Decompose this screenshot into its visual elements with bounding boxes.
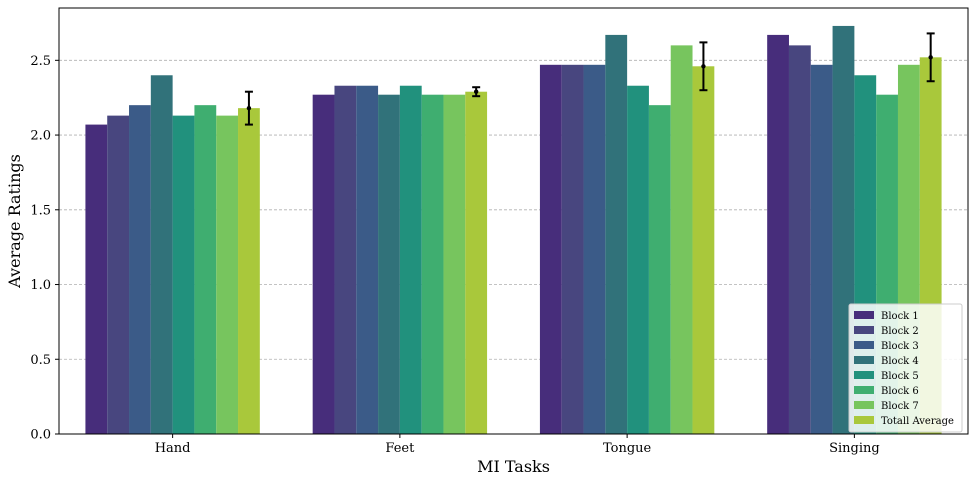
y-tick-label: 2.0 [30,129,51,144]
bar-block-7 [443,94,466,435]
legend-label: Block 5 [881,371,919,382]
bar-block-2 [334,85,357,434]
bar-block-1 [312,94,335,435]
legend-swatch [854,371,874,379]
legend-label: Block 6 [881,386,919,397]
bar-block-1 [539,64,562,435]
error-bar-center [473,89,479,94]
legend-swatch [854,386,874,394]
bar-totall-average [465,91,488,434]
error-bar-center [701,64,706,69]
bar-block-3 [810,64,833,435]
x-tick-label: Tongue [603,441,652,456]
bar-block-1 [767,34,789,434]
bar-block-6 [648,105,671,434]
bar-block-2 [107,115,130,434]
bar-block-5 [627,85,649,434]
plot-frame [58,7,969,435]
y-tick-label: 1.5 [30,203,51,218]
bar-block-2 [788,45,811,435]
x-tick-label: Singing [829,441,880,456]
x-tick-label: Hand [155,441,191,456]
legend-label: Totall Average [881,416,954,427]
bar-block-7 [216,115,239,434]
y-tick-label: 1.0 [30,278,51,293]
bar-block-6 [421,94,444,435]
legend-swatch [854,416,874,424]
legend-label: Block 4 [881,356,919,367]
error-bar-center [246,105,252,111]
bar-block-2 [561,64,584,435]
x-tick-label: Feet [385,441,415,456]
bar-block-4 [150,75,173,435]
legend-swatch [854,326,874,334]
bar-block-3 [583,64,606,435]
y-tick-label: 2.5 [30,54,51,69]
legend-swatch [854,341,874,349]
legend-swatch [854,401,874,409]
bar-block-3 [129,105,151,434]
bar-totall-average [238,108,260,434]
error-bar-center [928,55,933,60]
bar-block-3 [356,85,379,434]
legend-label: Block 1 [881,311,919,322]
bar-block-6 [194,105,217,434]
bar-block-7 [670,45,693,435]
legend-label: Block 7 [881,401,919,412]
bar-block-5 [399,85,422,434]
legend-swatch [854,356,874,364]
legend-label: Block 3 [881,341,919,352]
x-axis-title: MI Tasks [477,457,550,476]
legend-swatch [854,311,874,319]
bar-block-4 [605,34,628,434]
legend-label: Block 2 [881,326,919,337]
y-tick-label: 0.5 [30,353,51,368]
bar-block-5 [172,115,195,434]
bar-block-4 [378,94,400,435]
y-tick-label: 0.0 [30,428,51,443]
y-axis-title: Average Ratings [5,154,24,289]
legend-box [848,303,963,433]
bar-totall-average [692,66,715,434]
bar-block-1 [85,124,108,434]
